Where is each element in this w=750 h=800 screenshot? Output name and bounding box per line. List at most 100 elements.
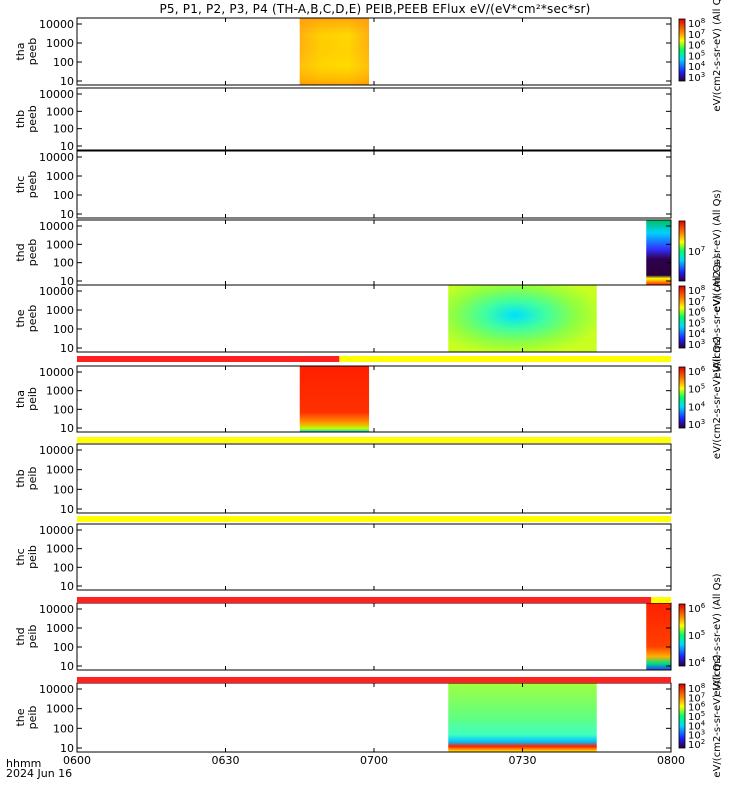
chart-title: P5, P1, P2, P3, P4 (TH-A,B,C,D,E) PEIB,P… bbox=[159, 2, 591, 16]
mode-bar bbox=[77, 356, 671, 362]
y-tick-label: 1000 bbox=[46, 622, 74, 635]
probe-label: thd bbox=[14, 243, 27, 261]
colorbar bbox=[678, 285, 686, 349]
species-label: peeb bbox=[26, 38, 39, 66]
y-tick-label: 100 bbox=[53, 189, 74, 202]
y-tick-label: 10 bbox=[60, 660, 74, 673]
y-tick-label: 100 bbox=[53, 257, 74, 270]
spectrogram-shading bbox=[299, 18, 370, 85]
y-tick-label: 100 bbox=[53, 483, 74, 496]
panel-thc-peeb: 10 100 1000 10000 thc peeb bbox=[14, 150, 672, 221]
species-label: peib bbox=[26, 545, 39, 569]
mode-bar bbox=[77, 437, 671, 443]
probe-label: thb bbox=[14, 469, 27, 487]
mode-bar-segment bbox=[77, 356, 340, 362]
colorbar-tick-label: 106 bbox=[688, 365, 706, 378]
panel-frame bbox=[76, 443, 672, 514]
panel-frame bbox=[76, 150, 672, 219]
species-label: peeb bbox=[26, 171, 39, 199]
y-tick-label: 10 bbox=[60, 580, 74, 593]
colorbar-label: eV/(cm2-s-sr-eV) (All Qs) bbox=[712, 0, 723, 112]
spectrogram-data bbox=[299, 366, 370, 432]
species-label: peib bbox=[26, 706, 39, 730]
y-tick-label: 100 bbox=[53, 56, 74, 69]
species-label: peib bbox=[26, 467, 39, 491]
x-tick-label: 0730 bbox=[509, 754, 537, 767]
y-tick-label: 100 bbox=[53, 323, 74, 336]
x-tick-label: 0700 bbox=[360, 754, 388, 767]
mode-bar bbox=[77, 677, 671, 683]
y-tick-label: 1000 bbox=[46, 105, 74, 118]
colorbar-label: eV/(cm2-s-sr-eV) (All Qs) bbox=[712, 654, 723, 777]
y-tick-label: 10 bbox=[60, 140, 74, 153]
colorbar-tick-label: 105 bbox=[688, 383, 705, 396]
species-label: peeb bbox=[26, 305, 39, 333]
y-tick-label: 10000 bbox=[39, 683, 74, 696]
probe-label: the bbox=[14, 708, 27, 726]
mode-bar bbox=[77, 597, 671, 603]
y-tick-label: 10 bbox=[60, 422, 74, 435]
spectrogram-data bbox=[646, 220, 671, 285]
probe-label: thd bbox=[14, 627, 27, 645]
panel-frame bbox=[76, 602, 672, 671]
panel-thd-peeb: 10 100 1000 10000 thd peeb 107 eV/(cm2-s-sr-eV)… bbox=[14, 189, 723, 312]
x-axis-unit-label: hhmm bbox=[6, 757, 42, 770]
spectrogram-data bbox=[448, 683, 597, 752]
colorbar-tick-label: 107 bbox=[688, 245, 705, 258]
colorbar bbox=[678, 18, 686, 82]
y-tick-label: 100 bbox=[53, 561, 74, 574]
y-tick-label: 10000 bbox=[39, 603, 74, 616]
colorbar-label: eV/(cm2-s-sr-eV) (All Qs) bbox=[712, 573, 723, 696]
species-label: peib bbox=[26, 387, 39, 411]
mode-bar-segment bbox=[77, 516, 671, 522]
colorbar-label: eV/(cm2-s-sr-eV) (All Qs) bbox=[712, 255, 723, 378]
panel-frame bbox=[76, 365, 672, 433]
species-label: peeb bbox=[26, 239, 39, 267]
y-tick-label: 10000 bbox=[39, 220, 74, 233]
probe-label: tha bbox=[14, 390, 27, 408]
colorbar-tick-label: 103 bbox=[688, 418, 705, 431]
colorbar-tick-label: 102 bbox=[688, 738, 705, 751]
date-label: 2024 Jun 16 bbox=[6, 767, 73, 780]
y-tick-label: 10000 bbox=[39, 88, 74, 101]
colorbar-tick-label: 104 bbox=[688, 400, 706, 413]
panel-thb-peib: 10 100 1000 10000 thb peib bbox=[14, 443, 672, 516]
y-tick-label: 1000 bbox=[46, 385, 74, 398]
panel-frame bbox=[76, 219, 672, 286]
mode-bar-segment bbox=[77, 437, 671, 443]
y-tick-label: 1000 bbox=[46, 238, 74, 251]
y-tick-label: 10 bbox=[60, 742, 74, 755]
panel-frame bbox=[76, 87, 672, 151]
y-tick-label: 1000 bbox=[46, 703, 74, 716]
species-label: peib bbox=[26, 625, 39, 649]
y-tick-label: 10000 bbox=[39, 285, 74, 298]
probe-label: the bbox=[14, 309, 27, 327]
y-tick-label: 1000 bbox=[46, 170, 74, 183]
probe-label: thc bbox=[14, 176, 27, 193]
mode-bar-segment bbox=[339, 356, 671, 362]
y-tick-label: 1000 bbox=[46, 37, 74, 50]
colorbar-tick-label: 105 bbox=[688, 629, 705, 642]
probe-label: tha bbox=[14, 42, 27, 60]
probe-label: thc bbox=[14, 548, 27, 565]
colorbar bbox=[678, 220, 686, 282]
spectrogram-data bbox=[448, 285, 597, 352]
y-tick-label: 100 bbox=[53, 641, 74, 654]
y-tick-label: 100 bbox=[53, 403, 74, 416]
y-tick-label: 100 bbox=[53, 123, 74, 136]
colorbar-label: eV/(cm2-s-sr-eV) (All Qs) bbox=[712, 336, 723, 459]
colorbar-label: eV/(cm2-s-sr-eV) (All Qs) bbox=[712, 189, 723, 312]
panel-thc-peib: 10 100 1000 10000 thc peib bbox=[14, 523, 672, 593]
colorbar-tick-label: 103 bbox=[688, 338, 705, 351]
mode-bar-segment bbox=[651, 597, 671, 603]
y-tick-label: 1000 bbox=[46, 304, 74, 317]
probe-label: thb bbox=[14, 110, 27, 128]
y-tick-label: 10 bbox=[60, 75, 74, 88]
y-tick-label: 10000 bbox=[39, 18, 74, 31]
y-tick-label: 10000 bbox=[39, 444, 74, 457]
x-tick-label: 0630 bbox=[212, 754, 240, 767]
mode-bar-segment bbox=[77, 677, 671, 683]
y-tick-label: 10 bbox=[60, 342, 74, 355]
y-tick-label: 10 bbox=[60, 503, 74, 516]
